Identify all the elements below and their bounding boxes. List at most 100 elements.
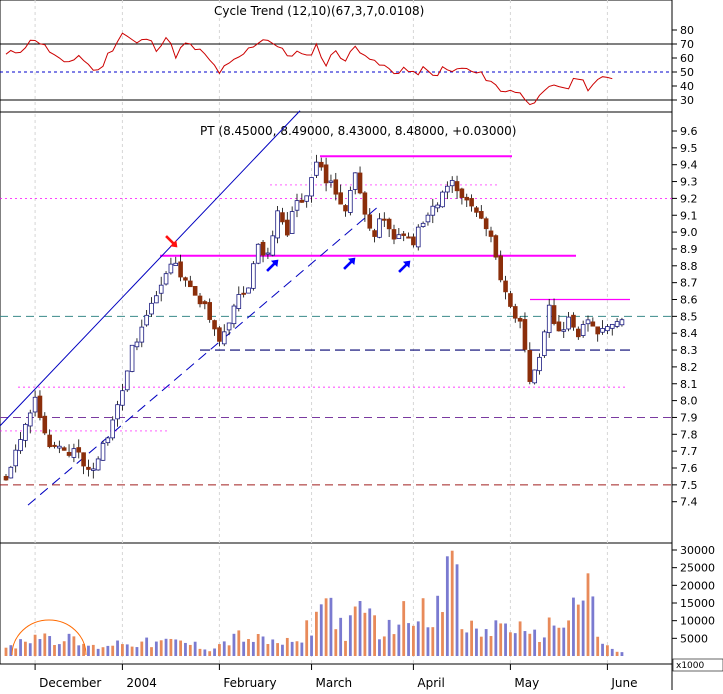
candle-body xyxy=(251,263,256,289)
candlestick xyxy=(474,205,479,217)
candle-body xyxy=(391,229,397,240)
volume-bar xyxy=(421,598,425,656)
month-label: February xyxy=(223,676,276,690)
volume-bar xyxy=(412,625,415,656)
price-tick-label: 9.5 xyxy=(680,142,698,155)
candlestick xyxy=(66,444,72,458)
candlestick xyxy=(32,390,38,417)
candle-body xyxy=(585,319,591,325)
volume-bar xyxy=(179,640,182,656)
volume-bar xyxy=(116,640,119,656)
volume-bar xyxy=(542,637,546,656)
volume-bar xyxy=(135,647,139,656)
volume-bar xyxy=(96,648,100,656)
volume-bar xyxy=(242,641,246,656)
candle-body xyxy=(246,287,251,294)
candlestick xyxy=(275,205,280,244)
candle-body xyxy=(323,164,329,184)
candlestick xyxy=(406,232,411,239)
volume-bar xyxy=(295,641,299,656)
candle-body xyxy=(57,445,62,449)
candle-body xyxy=(381,218,387,221)
volume-bar xyxy=(387,619,391,656)
volume-bar xyxy=(363,612,367,656)
buy-signal-arrow xyxy=(266,259,279,272)
volume-bar xyxy=(402,601,406,656)
candle-body xyxy=(226,322,232,331)
candlestick xyxy=(420,221,426,228)
oscillator-series-line xyxy=(5,32,613,106)
candlestick xyxy=(527,342,533,385)
candle-body xyxy=(120,390,125,406)
candlestick xyxy=(158,276,164,302)
candle-body xyxy=(445,185,450,193)
candle-body xyxy=(18,439,23,452)
candlestick xyxy=(512,303,518,323)
candlestick xyxy=(251,261,256,291)
candle-body xyxy=(71,448,77,458)
price-panel: PT (8.45000, 8.49000, 8.43000, 8.48000, … xyxy=(0,110,698,509)
candle-body xyxy=(309,177,314,197)
volume-bar xyxy=(203,649,207,656)
candlestick xyxy=(367,208,373,231)
candle-body xyxy=(47,434,52,448)
candle-body xyxy=(105,437,111,444)
candle-body xyxy=(396,234,402,239)
candle-body xyxy=(362,192,368,215)
candle-body xyxy=(377,218,382,238)
candle-body xyxy=(527,350,533,382)
candle-body xyxy=(571,314,576,328)
candle-body xyxy=(149,302,154,315)
candlestick xyxy=(580,320,586,338)
volume-tick-label: 15000 xyxy=(680,597,715,610)
candlestick xyxy=(309,177,314,203)
candlestick xyxy=(493,234,499,260)
candlestick xyxy=(105,436,111,446)
candlestick xyxy=(585,315,591,332)
candle-body xyxy=(566,316,571,330)
candle-body xyxy=(158,284,164,294)
volume-bar xyxy=(576,604,580,656)
candlestick xyxy=(304,195,309,208)
candlestick xyxy=(333,172,339,201)
price-tick-label: 9.4 xyxy=(680,159,698,172)
price-tick-label: 8.2 xyxy=(680,361,698,374)
price-tick-label: 7.8 xyxy=(680,428,698,441)
volume-bar xyxy=(218,644,221,656)
candle-body xyxy=(386,218,392,230)
volume-bar xyxy=(193,641,197,656)
volume-bar xyxy=(111,645,115,656)
candle-body xyxy=(13,449,19,467)
volume-bar xyxy=(455,564,459,656)
volume-bar xyxy=(479,636,483,656)
volume-bar xyxy=(310,635,313,656)
candle-body xyxy=(415,226,421,248)
candlestick xyxy=(221,324,227,347)
candlestick xyxy=(57,440,62,454)
candlestick xyxy=(18,431,23,454)
candle-body xyxy=(546,304,552,334)
volume-bar xyxy=(470,620,473,656)
volume-bar xyxy=(494,620,498,656)
candlestick xyxy=(61,446,67,451)
volume-scale-label: x1000 xyxy=(676,661,705,671)
candle-body xyxy=(23,423,28,441)
candlestick xyxy=(207,298,213,323)
candle-body xyxy=(614,321,620,327)
candlestick xyxy=(129,344,135,373)
volume-bar xyxy=(581,600,585,656)
candle-body xyxy=(265,252,271,255)
price-tick-label: 9.3 xyxy=(680,176,698,189)
candle-body xyxy=(498,255,503,281)
channel-lower-line xyxy=(27,206,379,506)
candlestick xyxy=(299,193,305,203)
candlestick xyxy=(255,243,261,265)
candlestick xyxy=(37,390,43,421)
price-tick-label: 9.1 xyxy=(680,209,698,222)
candlestick xyxy=(571,312,576,331)
volume-bar xyxy=(125,644,129,656)
volume-bar xyxy=(159,640,163,656)
candle-body xyxy=(86,466,91,470)
candlestick xyxy=(352,172,358,195)
